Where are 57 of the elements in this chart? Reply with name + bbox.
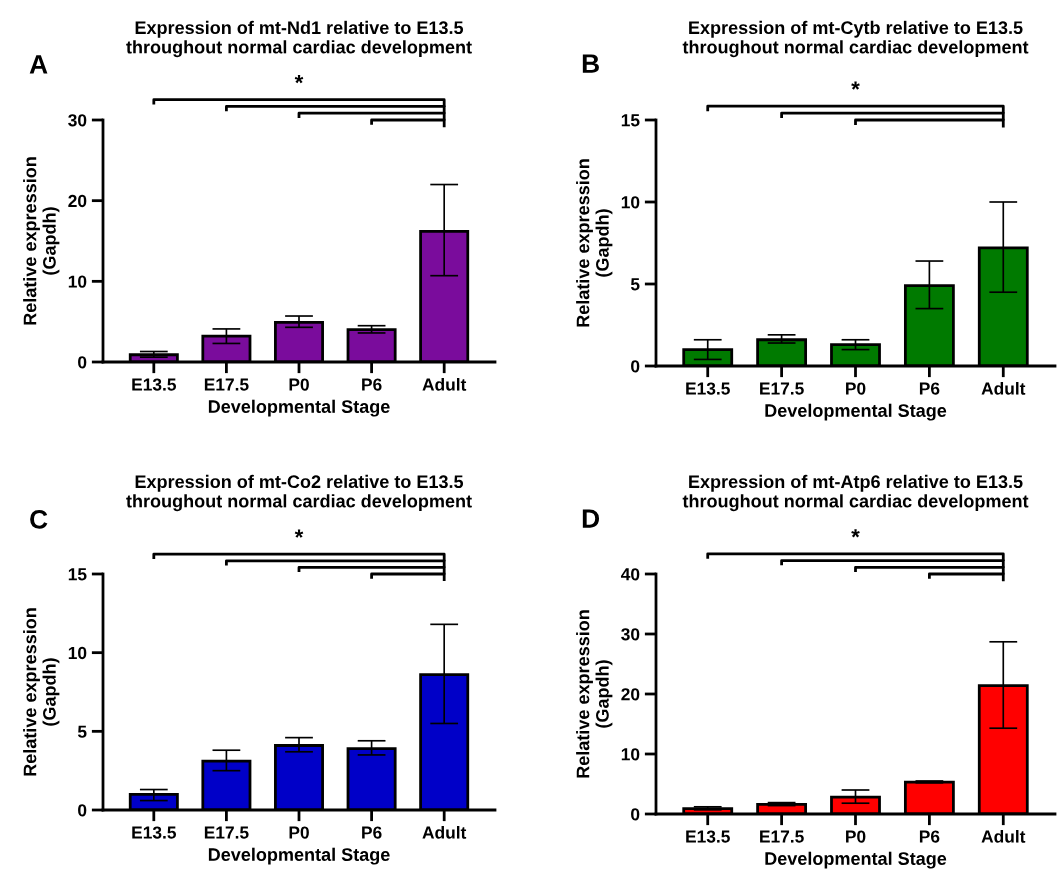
y-axis-title: Relative expression (Gapdh): [23, 157, 60, 325]
y-tick-label: 0: [631, 808, 640, 821]
y-tick-label: 5: [77, 725, 87, 738]
x-axis-title: Developmental Stage: [765, 851, 947, 869]
x-tick-label: P6: [919, 830, 940, 843]
x-tick-label: E13.5: [686, 830, 730, 843]
x-tick-label: P0: [289, 826, 309, 839]
x-tick-label: Adult: [981, 381, 1026, 395]
y-tick-label: 0: [78, 356, 87, 369]
x-tick-label: E13.5: [686, 382, 730, 395]
text: *: [294, 529, 304, 538]
y-tick-label: 20: [68, 194, 87, 208]
text: C: [30, 509, 48, 529]
x-tick-label: E13.5: [132, 378, 177, 391]
y-tick-label: 0: [631, 360, 640, 373]
text: *: [294, 74, 304, 84]
y-axis-title: Relative expression (Gapdh): [23, 608, 60, 776]
x-tick-label: P0: [846, 830, 866, 843]
y-tick-label: 30: [68, 114, 87, 127]
x-axis-title: Developmental Stage: [208, 847, 390, 865]
chart-title: Expression of mt-Atp6 relative to E13.5 throughout normal cardiac development: [682, 474, 1029, 512]
y-tick-label: 10: [68, 646, 87, 660]
y-tick-label: 10: [68, 275, 87, 288]
text: D: [582, 509, 600, 528]
x-tick-label: Adult: [981, 829, 1026, 843]
y-axis-title: Relative expression (Gapdh): [576, 159, 613, 327]
chart-title: Expression of mt-Co2 relative to E13.5 throughout normal cardiac development: [126, 474, 472, 512]
x-tick-label: P6: [362, 378, 382, 391]
y-tick-label: 10: [621, 196, 640, 209]
text: A: [29, 55, 48, 74]
x-tick-label: E17.5: [204, 378, 249, 391]
y-tick-label: 5: [630, 278, 640, 291]
y-tick-label: 15: [621, 114, 640, 127]
x-axis-title: Developmental Stage: [208, 399, 390, 417]
y-tick-label: 15: [68, 568, 87, 581]
x-tick-label: P0: [289, 378, 309, 391]
y-tick-label: 20: [621, 688, 640, 701]
x-tick-label: P6: [362, 826, 382, 839]
y-tick-label: 0: [78, 804, 87, 817]
chart-title: Expression of mt-Nd1 relative to E13.5 throughout normal cardiac development: [126, 20, 472, 58]
y-tick-label: 10: [621, 748, 640, 761]
x-tick-label: P0: [846, 382, 866, 395]
x-tick-label: Adult: [422, 377, 467, 391]
x-tick-label: E13.5: [132, 826, 177, 839]
x-tick-label: E17.5: [760, 830, 804, 843]
y-tick-label: 30: [621, 628, 640, 641]
text: *: [851, 81, 860, 90]
y-axis-title: Relative expression (Gapdh): [576, 610, 613, 778]
x-tick-label: P6: [919, 382, 940, 395]
x-tick-label: E17.5: [204, 826, 249, 839]
text: *: [851, 529, 860, 538]
x-tick-label: Adult: [422, 825, 467, 839]
text: B: [582, 54, 599, 73]
y-tick-label: 40: [620, 568, 640, 581]
x-tick-label: E17.5: [760, 382, 804, 395]
chart-title: Expression of mt-Cytb relative to E13.5 throughout normal cardiac development: [682, 20, 1029, 58]
x-axis-title: Developmental Stage: [765, 403, 947, 421]
